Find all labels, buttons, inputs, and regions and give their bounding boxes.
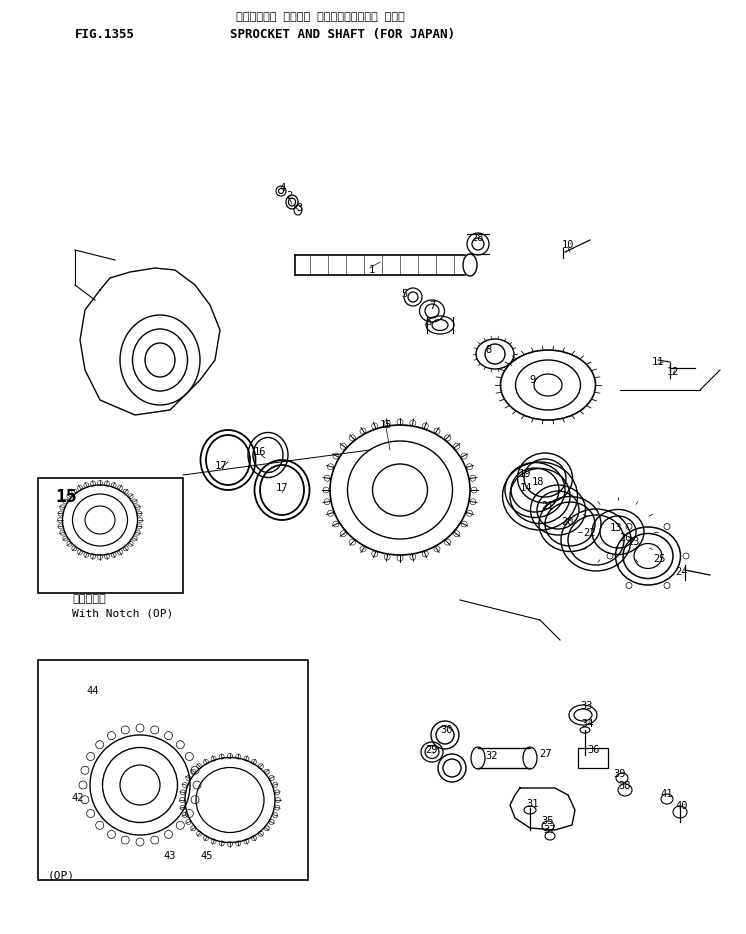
Text: 6: 6 bbox=[425, 317, 431, 327]
Text: 31: 31 bbox=[527, 799, 539, 809]
Text: 44: 44 bbox=[87, 686, 99, 696]
Text: 5: 5 bbox=[401, 289, 407, 299]
Text: 13: 13 bbox=[609, 523, 622, 533]
Text: 3: 3 bbox=[296, 203, 302, 213]
Text: 16: 16 bbox=[254, 447, 266, 457]
Text: 20: 20 bbox=[561, 517, 573, 527]
Text: 26: 26 bbox=[620, 533, 633, 543]
Text: 41: 41 bbox=[661, 789, 673, 799]
Text: 24: 24 bbox=[676, 567, 689, 577]
Text: 18: 18 bbox=[532, 477, 545, 487]
Text: FIG.1355: FIG.1355 bbox=[75, 28, 135, 41]
Text: 11: 11 bbox=[652, 357, 664, 367]
Text: 10: 10 bbox=[562, 240, 574, 250]
Text: 43: 43 bbox=[164, 851, 176, 861]
Text: スプロケット オヒビ・ シャフト（コクナイ ヨウ）: スプロケット オヒビ・ シャフト（コクナイ ヨウ） bbox=[236, 12, 404, 22]
Text: 21: 21 bbox=[542, 501, 554, 511]
Text: 32: 32 bbox=[486, 751, 498, 761]
Text: 17: 17 bbox=[276, 483, 288, 493]
Text: 17: 17 bbox=[215, 461, 228, 471]
Text: 37: 37 bbox=[544, 825, 557, 835]
Text: 23: 23 bbox=[627, 537, 640, 547]
Text: 34: 34 bbox=[582, 719, 595, 729]
Text: 40: 40 bbox=[676, 801, 689, 811]
Text: 15: 15 bbox=[55, 488, 77, 506]
Text: SPROCKET AND SHAFT (FOR JAPAN): SPROCKET AND SHAFT (FOR JAPAN) bbox=[230, 28, 455, 41]
Text: 切り欠き付: 切り欠き付 bbox=[72, 594, 106, 604]
Text: 42: 42 bbox=[72, 793, 84, 803]
Text: (OP): (OP) bbox=[48, 870, 75, 880]
Bar bbox=[578, 748, 608, 768]
Bar bbox=[38, 478, 183, 593]
Text: 14: 14 bbox=[520, 483, 532, 493]
Text: 25: 25 bbox=[653, 554, 666, 564]
Text: 45: 45 bbox=[201, 851, 213, 861]
Bar bbox=[38, 660, 308, 880]
Text: 9: 9 bbox=[529, 375, 535, 385]
Text: 29: 29 bbox=[426, 745, 438, 755]
Text: 15: 15 bbox=[380, 420, 392, 430]
Text: 2: 2 bbox=[286, 191, 292, 201]
Text: 7: 7 bbox=[429, 301, 435, 311]
Text: 27: 27 bbox=[539, 749, 551, 759]
Text: With Notch (OP): With Notch (OP) bbox=[72, 608, 173, 618]
Text: 1: 1 bbox=[369, 265, 375, 275]
Text: 38: 38 bbox=[618, 781, 631, 791]
Text: 8: 8 bbox=[485, 345, 491, 355]
Text: 22: 22 bbox=[584, 528, 596, 538]
Text: 36: 36 bbox=[588, 745, 601, 755]
Text: 30: 30 bbox=[441, 725, 454, 735]
Text: 35: 35 bbox=[542, 816, 554, 826]
Text: 12: 12 bbox=[667, 367, 680, 377]
Text: 19: 19 bbox=[518, 469, 531, 479]
Text: 4: 4 bbox=[280, 183, 286, 193]
Text: 33: 33 bbox=[580, 701, 593, 711]
Text: 28: 28 bbox=[471, 233, 484, 243]
Text: 39: 39 bbox=[614, 769, 626, 779]
